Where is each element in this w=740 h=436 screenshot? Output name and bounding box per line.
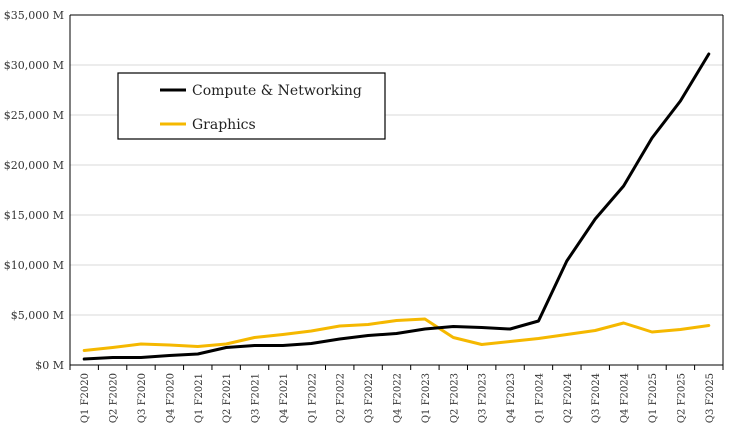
y-tick-label: $0 M: [35, 359, 64, 372]
x-tick-label: Q2 F2023: [449, 373, 460, 423]
x-tick-label: Q4 F2021: [279, 373, 290, 423]
legend-box: [117, 72, 386, 140]
series-line-compute-networking: [82, 52, 711, 361]
x-tick-label: Q1 F2021: [194, 373, 205, 423]
x-tick-label: Q1 F2024: [534, 373, 545, 423]
x-tick-label: Q3 F2021: [251, 373, 262, 423]
x-tick-label: Q2 F2022: [336, 373, 347, 423]
x-tick-label: Q2 F2021: [222, 373, 233, 423]
y-tick-label: $25,000 M: [4, 109, 64, 122]
x-tick-label: Q4 F2023: [506, 373, 517, 423]
y-tick-label: $5,000 M: [11, 309, 64, 322]
legend-label-graphics: Graphics: [192, 117, 256, 133]
x-tick-label: Q3 F2025: [705, 373, 716, 423]
x-tick-label: Q1 F2022: [307, 373, 318, 423]
x-tick-label: Q3 F2024: [591, 373, 602, 423]
x-tick-label: Q3 F2023: [478, 373, 489, 423]
x-tick-label: Q4 F2024: [620, 373, 631, 423]
x-tick-label: Q4 F2022: [393, 373, 404, 423]
legend-label-compute-networking: Compute & Networking: [192, 83, 362, 99]
x-tick-label: Q3 F2022: [364, 373, 375, 423]
grid-lines: [70, 14, 724, 366]
y-axis-tick-labels: $0 M $5,000 M $10,000 M $15,000 M $20,000 M $…: [4, 9, 64, 372]
x-axis-tick-labels: Q1 F2020 Q2 F2020 Q3 F2020 Q4 F2020 Q1 F2021…: [69, 365, 724, 423]
series-line-graphics: [82, 317, 711, 352]
x-tick-label: Q2 F2020: [109, 373, 120, 423]
x-tick-label: Q1 F2025: [648, 373, 659, 423]
legend: Compute & Networking Graphics: [117, 72, 386, 140]
x-tick-label: Q1 F2023: [421, 373, 432, 423]
y-tick-label: $30,000 M: [4, 59, 64, 72]
series-lines: [82, 52, 711, 361]
x-tick-label: Q1 F2020: [80, 373, 91, 423]
x-tick-label: Q3 F2020: [137, 373, 148, 423]
x-tick-label: Q2 F2025: [676, 373, 687, 423]
y-tick-label: $15,000 M: [4, 209, 64, 222]
x-tick-label: Q2 F2024: [563, 373, 574, 423]
x-tick-label: Q4 F2020: [165, 373, 176, 423]
y-tick-label: $10,000 M: [4, 259, 64, 272]
y-tick-label: $20,000 M: [4, 159, 64, 172]
y-tick-label: $35,000 M: [4, 9, 64, 22]
